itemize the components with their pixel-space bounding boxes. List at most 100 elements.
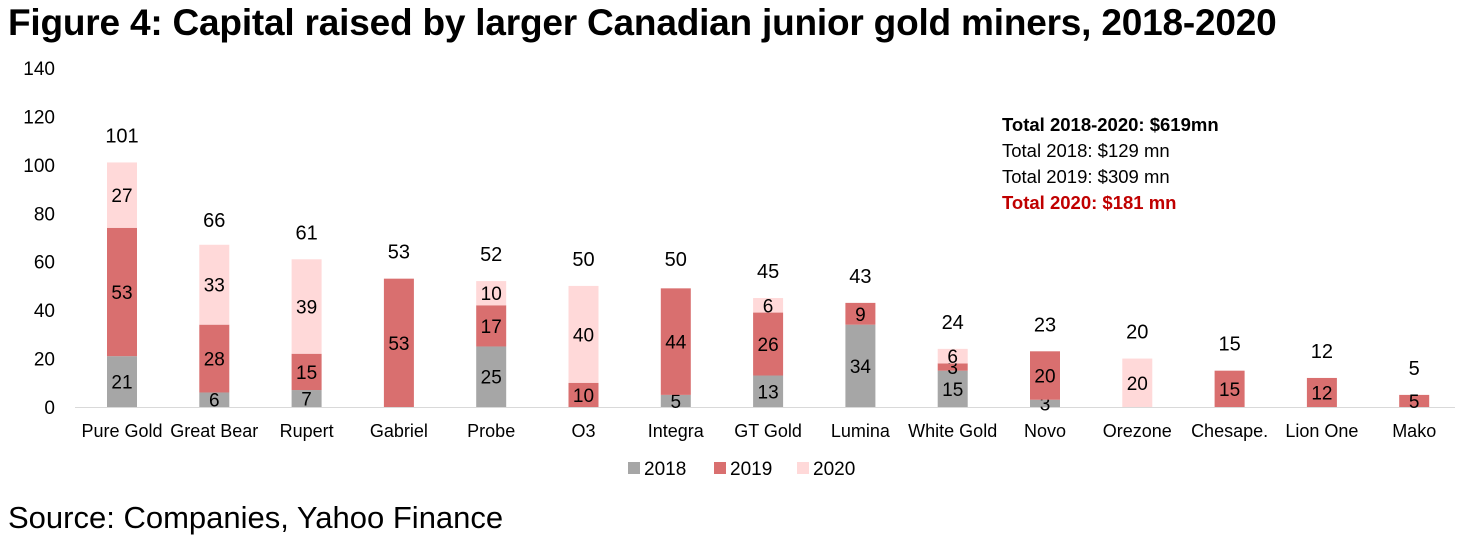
bar-segment-2019 [1306, 377, 1337, 407]
segment-value-label: 44 [665, 333, 687, 354]
y-tick-label: 40 [34, 301, 55, 322]
y-tick-label: 20 [34, 350, 55, 371]
segment-value-label: 27 [111, 186, 132, 207]
category-label: Gabriel [370, 421, 428, 441]
total-value-label: 5 [1409, 358, 1420, 380]
y-tick-label: 120 [23, 107, 55, 128]
totals-annotation: Total 2018-2020: $619mn Total 2018: $129… [1002, 112, 1219, 216]
total-2020-label: Total 2020: $181 mn [1002, 192, 1177, 213]
total-value-label: 45 [757, 261, 779, 283]
bar-segment-2018 [107, 356, 137, 407]
total-2019-label: Total 2019: $309 mn [1002, 166, 1170, 187]
bar-segment-2020 [199, 244, 230, 325]
category-label: Novo [1024, 421, 1066, 441]
legend-label: 2018 [644, 459, 686, 480]
segment-value-label: 10 [481, 284, 502, 305]
y-tick-label: 60 [34, 253, 55, 274]
total-all-label: Total 2018-2020: $619mn [1002, 114, 1219, 135]
category-label: Rupert [280, 421, 334, 441]
total-value-label: 24 [942, 312, 964, 334]
segment-value-label: 7 [301, 390, 312, 411]
chart-title: Figure 4: Capital raised by larger Canad… [8, 2, 1277, 43]
total-value-label: 20 [1126, 322, 1148, 344]
total-value-label: 23 [1034, 314, 1056, 336]
bar-segment-2018 [476, 346, 507, 407]
segment-value-label: 28 [204, 350, 225, 371]
segment-value-label: 3 [1040, 394, 1051, 415]
legend-label: 2019 [730, 459, 772, 480]
legend: 2018 2019 2020 [628, 459, 855, 480]
segment-value-label: 15 [296, 363, 317, 384]
bars: 2153271016283366715396153532517105210405… [105, 125, 1430, 415]
bar-segment-2020 [291, 259, 322, 354]
total-value-label: 43 [849, 266, 871, 288]
segment-value-label: 21 [111, 373, 132, 394]
bar-segment-2019 [1030, 351, 1060, 400]
bar-segment-2020 [107, 162, 137, 228]
legend-swatch-2020 [797, 462, 809, 474]
y-tick-label: 100 [23, 156, 55, 177]
total-2018-label: Total 2018: $129 mn [1002, 140, 1170, 161]
category-label: Great Bear [170, 421, 258, 441]
segment-value-label: 5 [671, 392, 682, 413]
category-label: GT Gold [734, 421, 802, 441]
y-tick-label: 140 [23, 59, 55, 80]
segment-value-label: 39 [296, 298, 317, 319]
segment-value-label: 3 [947, 358, 958, 379]
segment-value-label: 20 [1034, 367, 1055, 388]
total-value-label: 53 [388, 242, 410, 264]
segment-value-label: 25 [481, 368, 502, 389]
bar-segment-2020 [937, 348, 968, 364]
category-label: Probe [467, 421, 515, 441]
bar-segment-2018 [1030, 399, 1060, 407]
segment-value-label: 33 [204, 276, 225, 297]
total-value-label: 12 [1311, 341, 1333, 363]
segment-value-label: 20 [1127, 374, 1148, 395]
total-value-label: 50 [572, 249, 594, 271]
y-axis: 0 20 40 60 80 100 120 140 [23, 59, 1455, 419]
source-note: Source: Companies, Yahoo Finance [8, 500, 504, 535]
category-label: Chesape. [1191, 421, 1268, 441]
segment-value-label: 5 [1409, 392, 1420, 413]
category-label: White Gold [908, 421, 997, 441]
segment-value-label: 6 [209, 391, 220, 412]
total-value-label: 61 [295, 222, 317, 244]
bar-segment-2019 [753, 312, 784, 376]
segment-value-label: 6 [763, 296, 774, 317]
bar-segment-2019 [1214, 370, 1245, 407]
category-label: Orezone [1103, 421, 1172, 441]
segment-value-label: 13 [758, 382, 779, 403]
segment-value-label: 9 [855, 305, 866, 326]
bar-segment-2018 [291, 390, 322, 407]
bar-segment-2020 [1122, 358, 1153, 407]
bar-segment-2019 [291, 353, 322, 391]
y-tick-label: 0 [44, 398, 55, 419]
bar-segment-2020 [476, 281, 507, 306]
bar-segment-2018 [660, 394, 691, 407]
bar-segment-2020 [568, 285, 599, 383]
bar-segment-2018 [199, 392, 230, 407]
category-label: Pure Gold [81, 421, 162, 441]
category-label: O3 [571, 421, 595, 441]
bar-segment-2019 [199, 324, 230, 393]
bar-segment-2018 [845, 324, 876, 407]
legend-label: 2020 [813, 459, 855, 480]
segment-value-label: 17 [481, 317, 502, 338]
category-label: Lion One [1285, 421, 1358, 441]
bar-segment-2018 [753, 375, 784, 407]
segment-value-label: 10 [573, 386, 594, 407]
bar-segment-2019 [383, 278, 414, 407]
x-axis-categories: Pure Gold Great Bear Rupert Gabriel Probe O3 I… [81, 421, 1436, 441]
total-value-label: 50 [665, 249, 687, 271]
bar-segment-2019 [845, 302, 876, 325]
segment-value-label: 12 [1311, 383, 1332, 404]
bar-segment-2019 [476, 305, 507, 347]
segment-value-label: 15 [942, 380, 963, 401]
total-value-label: 66 [203, 210, 225, 232]
category-label: Lumina [831, 421, 891, 441]
legend-swatch-2018 [628, 462, 640, 474]
bar-segment-2019 [1399, 394, 1430, 407]
segment-value-label: 26 [758, 335, 779, 356]
total-value-label: 15 [1218, 334, 1240, 356]
